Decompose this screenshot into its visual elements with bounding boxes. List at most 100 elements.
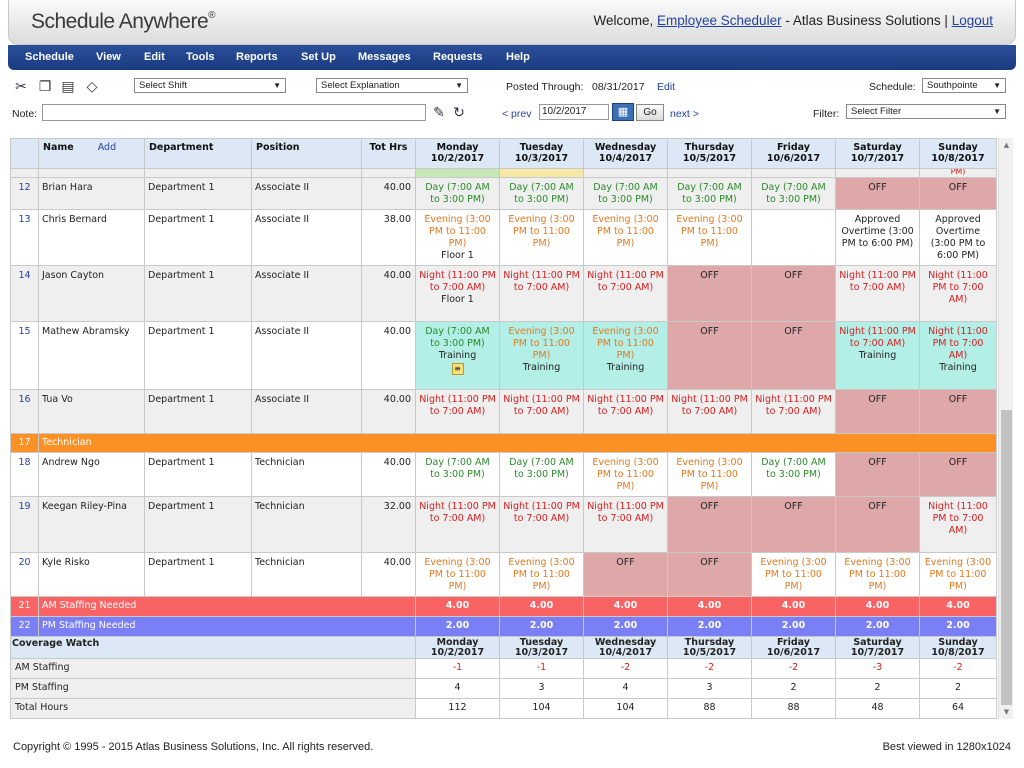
shift-cell[interactable]: Day (7:00 AM to 3:00 PM) (415, 177, 500, 210)
shift-cell[interactable]: Day (7:00 AM to 3:00 PM) (499, 452, 584, 497)
shift-cell[interactable]: Day (7:00 AM to 3:00 PM) (751, 177, 836, 210)
shift-cell[interactable]: Day (7:00 AM to 3:00 PM) (415, 452, 500, 497)
shift-cell[interactable]: OFF (751, 321, 836, 390)
shift-cell[interactable]: OFF (751, 265, 836, 322)
shift-cell[interactable]: Day (7:00 AM to 3:00 PM) (499, 177, 584, 210)
shift-cell[interactable]: OFF (667, 321, 752, 390)
shift-cell[interactable]: OFF (919, 452, 997, 497)
shift-cell[interactable]: Night (11:00 PM to 7:00 AM) (583, 265, 668, 322)
shift-cell[interactable]: Night (11:00 PM to 7:00 AM) (499, 389, 584, 434)
day-header-sun[interactable]: Sunday 10/8/2017 (919, 138, 997, 169)
shift-cell[interactable] (751, 209, 836, 266)
shift-cell[interactable]: Night (11:00 PM to 7:00 AM) (499, 496, 584, 553)
shift-cell[interactable]: Evening (3:00 PM to 11:00 PM) (583, 452, 668, 497)
employee-row[interactable]: 19 Keegan Riley-Pina Department 1 Technicia… (10, 496, 997, 553)
shift-cell[interactable]: OFF (835, 177, 920, 210)
employee-name[interactable]: Tua Vo (38, 389, 145, 434)
shift-cell[interactable]: Night (11:00 PM to 7:00 AM) (919, 496, 997, 553)
menu-help[interactable]: Help (506, 51, 530, 63)
shift-cell[interactable]: OFF (667, 552, 752, 597)
menu-setup[interactable]: Set Up (301, 51, 336, 63)
paste-icon[interactable]: ▤ (61, 79, 75, 95)
shift-cell[interactable]: Evening (3:00 PM to 11:00 PM) (583, 209, 668, 266)
note-input[interactable] (42, 104, 426, 121)
employee-row[interactable]: 12 Brian Hara Department 1 Associate II 40.0… (10, 177, 997, 210)
note-edit-icon[interactable]: ✎ (433, 105, 445, 121)
shift-cell[interactable]: OFF (835, 452, 920, 497)
employee-row[interactable]: 14 Jason Cayton Department 1 Associate II 40… (10, 265, 997, 322)
group-header-technician[interactable]: 17 Technician (10, 433, 997, 453)
menu-reports[interactable]: Reports (236, 51, 278, 63)
menu-view[interactable]: View (96, 51, 121, 63)
eraser-icon[interactable]: ◇ (86, 79, 98, 95)
employee-row[interactable]: 18 Andrew Ngo Department 1 Technician 40.00 D… (10, 452, 997, 497)
shift-cell[interactable]: Day (7:00 AM to 3:00 PM) (751, 452, 836, 497)
scroll-up-icon[interactable]: ▲ (1003, 141, 1010, 149)
shift-cell[interactable]: Night (11:00 PM to 7:00 AM) (583, 389, 668, 434)
day-header-wed[interactable]: Wednesday 10/4/2017 (583, 138, 668, 169)
day-header-mon[interactable]: Monday 10/2/2017 (415, 138, 500, 169)
scissors-icon[interactable]: ✂ (15, 79, 27, 95)
shift-cell[interactable]: Evening (3:00 PM to 11:00 PM) (499, 552, 584, 597)
shift-cell[interactable]: Night (11:00 PM to 7:00 AM) (499, 265, 584, 322)
day-header-fri[interactable]: Friday 10/6/2017 (751, 138, 836, 169)
shift-cell[interactable]: Night (11:00 PM to 7:00 AM) Training (919, 321, 997, 390)
refresh-icon[interactable]: ↻ (453, 105, 465, 121)
day-header-thu[interactable]: Thursday 10/5/2017 (667, 138, 752, 169)
schedule-select[interactable]: Southpointe ▼ (922, 78, 1006, 93)
shift-cell[interactable]: Day (7:00 AM to 3:00 PM) Training ≡ (415, 321, 500, 390)
shift-cell[interactable]: OFF (919, 389, 997, 434)
sticky-note-icon[interactable]: ≡ (451, 363, 464, 375)
employee-row[interactable]: 15 Mathew Abramsky Department 1 Associate I… (10, 321, 997, 390)
shift-cell[interactable]: OFF (667, 265, 752, 322)
shift-cell[interactable]: Evening (3:00 PM to 11:00 PM) (667, 452, 752, 497)
employee-name[interactable]: Kyle Risko (38, 552, 145, 597)
go-button[interactable]: Go (636, 104, 664, 121)
shift-cell[interactable]: OFF (835, 496, 920, 553)
shift-cell[interactable]: Night (11:00 PM to 7:00 AM) (415, 389, 500, 434)
prev-week-link[interactable]: < prev (502, 108, 532, 120)
day-header-tue[interactable]: Tuesday 10/3/2017 (499, 138, 584, 169)
shift-cell[interactable]: OFF (751, 496, 836, 553)
shift-cell[interactable]: Approved Overtime (3:00 PM to 6:00 PM) (835, 209, 920, 266)
shift-cell[interactable]: Evening (3:00 PM to 11:00 PM) (415, 552, 500, 597)
posted-edit-link[interactable]: Edit (657, 81, 676, 93)
shift-cell[interactable]: Night (11:00 PM to 7:00 AM) (415, 496, 500, 553)
shift-cell[interactable]: OFF (919, 177, 997, 210)
shift-cell[interactable]: Night (11:00 PM to 7:00 AM) (751, 389, 836, 434)
name-header[interactable]: Name Add (38, 138, 145, 169)
shift-cell[interactable]: Evening (3:00 PM to 11:00 PM) Training (583, 321, 668, 390)
shift-cell[interactable]: OFF (583, 552, 668, 597)
shift-cell[interactable]: Night (11:00 PM to 7:00 AM) Floor 1 (415, 265, 500, 322)
date-input[interactable]: 10/2/2017 (539, 104, 609, 120)
menu-messages[interactable]: Messages (358, 51, 411, 63)
copy-icon[interactable]: ❐ (38, 79, 52, 95)
shift-cell[interactable]: OFF (667, 496, 752, 553)
app-logo[interactable]: Schedule Anywhere® (31, 10, 216, 33)
menu-requests[interactable]: Requests (433, 51, 483, 63)
shift-cell[interactable]: Evening (3:00 PM to 11:00 PM) (919, 552, 997, 597)
vertical-scrollbar[interactable]: ▲ ▼ (998, 138, 1013, 719)
shift-cell[interactable]: Evening (3:00 PM to 11:00 PM) Floor 1 (415, 209, 500, 266)
employee-name[interactable]: Keegan Riley-Pina (38, 496, 145, 553)
employee-row[interactable]: 16 Tua Vo Department 1 Associate II 40.00 Nig… (10, 389, 997, 434)
shift-cell[interactable]: Evening (3:00 PM to 11:00 PM) (835, 552, 920, 597)
employee-name[interactable]: Mathew Abramsky (38, 321, 145, 390)
position-header[interactable]: Position (251, 138, 362, 169)
employee-row[interactable]: 13 Chris Bernard Department 1 Associate II 3… (10, 209, 997, 266)
employee-name[interactable]: Chris Bernard (38, 209, 145, 266)
shift-cell[interactable]: Night (11:00 PM to 7:00 AM) (835, 265, 920, 322)
employee-name[interactable]: Brian Hara (38, 177, 145, 210)
shift-cell[interactable]: Evening (3:00 PM to 11:00 PM) Training (499, 321, 584, 390)
employee-row[interactable]: 20 Kyle Risko Department 1 Technician 40.00 E… (10, 552, 997, 597)
menu-schedule[interactable]: Schedule (25, 51, 74, 63)
shift-cell[interactable]: Night (11:00 PM to 7:00 AM) (919, 265, 997, 322)
shift-cell[interactable]: Approved Overtime (3:00 PM to 6:00 PM) (919, 209, 997, 266)
next-week-link[interactable]: next > (670, 108, 699, 120)
shift-cell[interactable]: OFF (835, 389, 920, 434)
select-shift-dropdown[interactable]: Select Shift ▼ (134, 78, 286, 93)
user-name-link[interactable]: Employee Scheduler (657, 13, 782, 28)
shift-cell[interactable]: Day (7:00 AM to 3:00 PM) (583, 177, 668, 210)
employee-name[interactable]: Jason Cayton (38, 265, 145, 322)
shift-cell[interactable]: Day (7:00 AM to 3:00 PM) (667, 177, 752, 210)
